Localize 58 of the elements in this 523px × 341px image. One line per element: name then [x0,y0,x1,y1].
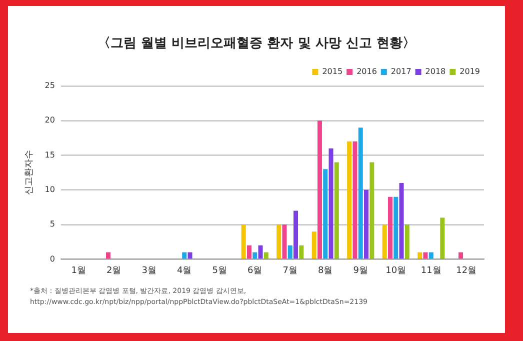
x-tick-label: 4월 [176,266,192,276]
bar [276,224,282,258]
x-tick-label: 6월 [247,266,262,276]
legend-label: 2017 [390,67,412,76]
y-tick-label: 20 [44,116,55,125]
bar [458,252,463,258]
bar [404,224,410,258]
bar [312,231,316,258]
y-axis-title: 신고환자수 [24,150,35,196]
bar [282,224,287,258]
bar [352,141,358,258]
x-tick-label: 12월 [456,266,477,276]
bar [106,252,110,258]
bar [382,224,387,258]
legend-label: 2016 [356,67,377,76]
x-tick-label: 2월 [106,266,122,276]
bar [241,224,246,258]
bar [418,252,422,258]
bar [423,252,428,258]
bar [317,120,322,258]
x-tick-label: 7월 [282,266,298,276]
bar [334,162,339,258]
y-tick-label: 15 [44,150,55,160]
x-tick-label: 9월 [353,266,368,276]
bar [358,128,363,258]
legend-label: 2018 [425,67,446,76]
x-tick-label: 5월 [212,266,227,276]
bar [182,252,187,258]
x-tick-label: 1월 [71,266,86,276]
y-tick-label: 10 [44,185,55,194]
legend-label: 2015 [322,67,343,76]
bar [428,252,434,258]
bar [258,245,263,258]
bar [264,252,268,258]
bar [388,196,392,258]
bar [394,196,398,258]
bar [188,252,192,258]
bar [328,148,334,258]
bar [399,182,404,258]
chart-title: 〈그림 월별 비브리오패혈증 환자 및 사망 신고 현황〉 [96,35,416,52]
x-tick-label: 10월 [386,266,406,276]
y-tick-label: 25 [44,81,55,90]
bar [364,190,369,258]
bar [347,141,352,258]
y-tick-label: 0 [50,254,55,264]
bar [323,169,328,258]
legend-label: 2019 [460,67,480,76]
bar [370,162,374,258]
x-tick-label: 3월 [142,266,156,276]
bar [294,210,298,258]
bar [252,252,258,258]
bar [246,245,252,258]
x-tick-label: 11월 [420,266,442,276]
y-tick-label: 5 [50,220,55,229]
bar [440,218,445,258]
bar [288,245,292,258]
x-tick-label: 8월 [318,266,333,276]
bar [299,245,304,258]
